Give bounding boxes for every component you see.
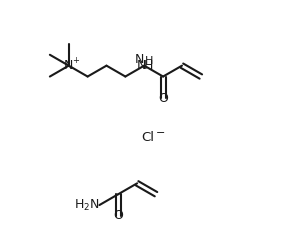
- Text: O: O: [158, 92, 168, 105]
- Text: N: N: [135, 53, 144, 66]
- Text: N: N: [64, 59, 73, 72]
- Text: H$_2$N: H$_2$N: [74, 198, 99, 213]
- Text: N: N: [137, 59, 146, 72]
- Text: +: +: [72, 56, 79, 65]
- Text: H: H: [144, 59, 154, 72]
- Text: O: O: [113, 209, 123, 222]
- Text: H: H: [145, 56, 153, 66]
- Text: Cl: Cl: [142, 131, 154, 144]
- Text: −: −: [156, 128, 166, 138]
